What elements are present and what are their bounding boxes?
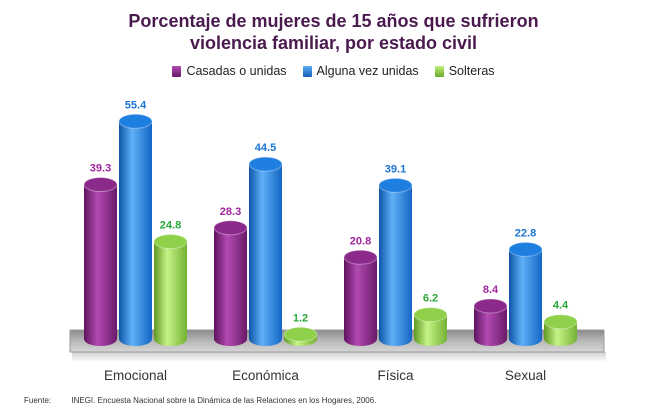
chart-title: Porcentaje de mujeres de 15 años que suf…: [100, 10, 567, 54]
data-label-casadas-2: 28.3: [220, 206, 241, 218]
legend-label-solteras: Solteras: [448, 64, 495, 78]
bar-casadas-3: [343, 249, 378, 346]
bar-body: [249, 164, 282, 346]
data-label-casadas-4: 8.4: [483, 284, 499, 296]
bar-solteras-1: [153, 234, 188, 346]
bar-top: [283, 326, 318, 342]
bar-solteras-2: [283, 326, 318, 346]
bar-body: [84, 184, 117, 346]
legend-swatch-alguna-vez: [302, 65, 312, 77]
bar-top: [118, 113, 153, 129]
bar-alguna-vez-3: [378, 177, 413, 346]
legend-item-solteras: Solteras: [434, 64, 495, 78]
category-label-2: Económica: [232, 368, 299, 383]
data-label-alguna-vez-2: 44.5: [255, 142, 276, 154]
bar-casadas-4: [473, 298, 508, 346]
legend-item-casadas: Casadas o unidas: [172, 64, 287, 78]
bar-alguna-vez-1: [118, 113, 153, 346]
bar-casadas-2: [213, 220, 248, 346]
data-label-alguna-vez-1: 55.4: [125, 99, 147, 111]
bar-top: [248, 156, 283, 172]
bar-body: [154, 241, 187, 346]
source-text: INEGI. Encuesta Nacional sobre la Dinámi…: [71, 396, 377, 405]
category-label-4: Sexual: [505, 368, 546, 383]
data-label-solteras-3: 6.2: [423, 293, 438, 305]
category-label-1: Emocional: [104, 368, 167, 383]
chart-legend: Casadas o unidas Alguna vez unidas Solte…: [0, 64, 667, 78]
bar-alguna-vez-2: [248, 156, 283, 346]
bar-body: [414, 314, 447, 346]
chart-source: Fuente: INEGI. Encuesta Nacional sobre l…: [24, 396, 376, 405]
category-label-3: Física: [377, 368, 413, 383]
chart-title-line-2: violencia familiar, por estado civil: [189, 33, 478, 53]
legend-item-alguna-vez: Alguna vez unidas: [302, 64, 419, 78]
bar-alguna-vez-4: [508, 241, 543, 346]
bar-top: [343, 249, 378, 265]
bar-body: [119, 121, 152, 346]
bar-top: [153, 234, 188, 250]
legend-label-casadas: Casadas o unidas: [186, 64, 287, 78]
bar-top: [473, 298, 508, 314]
chart-floor: [69, 329, 605, 353]
chart-title-line-1: Porcentaje de mujeres de 15 años que suf…: [128, 11, 539, 31]
bar-solteras-3: [413, 307, 448, 346]
chart-floor-shadow: [72, 352, 606, 362]
data-label-alguna-vez-4: 22.8: [515, 227, 536, 239]
legend-swatch-casadas: [172, 65, 182, 77]
bar-top: [413, 307, 448, 323]
bar-body: [379, 185, 412, 346]
bar-body: [509, 249, 542, 346]
bar-top: [378, 177, 413, 193]
bar-body: [214, 227, 247, 346]
data-label-solteras-2: 1.2: [293, 312, 308, 324]
bar-casadas-1: [83, 177, 118, 346]
bar-top: [83, 177, 118, 193]
bar-body: [344, 257, 377, 346]
data-label-alguna-vez-3: 39.1: [385, 163, 406, 175]
legend-label-alguna-vez: Alguna vez unidas: [316, 64, 419, 78]
legend-swatch-solteras: [434, 65, 444, 77]
data-label-solteras-1: 24.8: [160, 220, 181, 232]
bar-body: [544, 321, 577, 346]
data-label-solteras-4: 4.4: [553, 300, 569, 312]
bar-top: [213, 220, 248, 236]
bar-body: [474, 305, 507, 346]
bar-solteras-4: [543, 314, 578, 346]
data-label-casadas-1: 39.3: [90, 163, 111, 175]
bar-top: [543, 314, 578, 330]
data-label-casadas-3: 20.8: [350, 235, 371, 247]
bar-top: [508, 241, 543, 257]
source-label: Fuente:: [24, 396, 52, 405]
